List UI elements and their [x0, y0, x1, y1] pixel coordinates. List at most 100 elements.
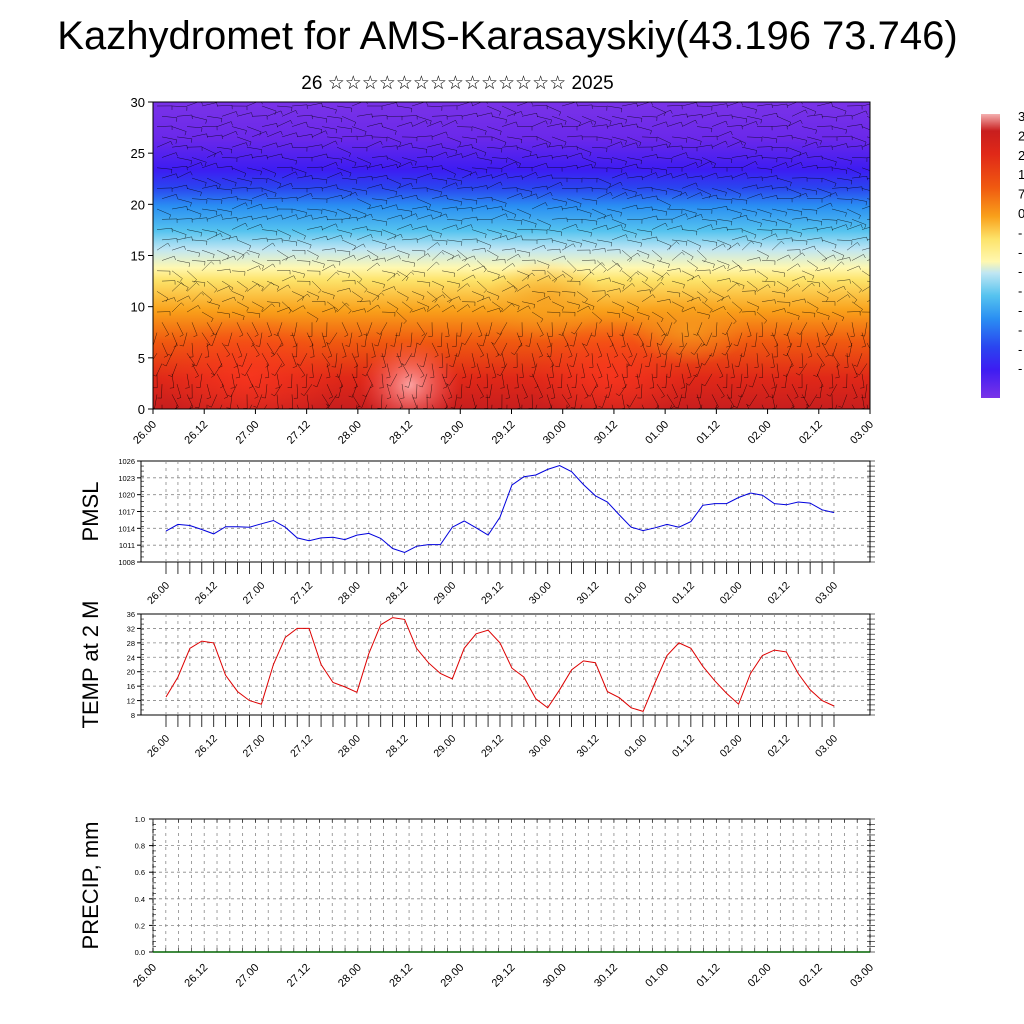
wind-barb: [726, 264, 741, 272]
wind-barb: [287, 373, 293, 389]
wind-barb: [156, 227, 173, 233]
wind-barb: [386, 272, 400, 282]
wind-barb: [801, 208, 818, 215]
wind-barb: [836, 294, 851, 302]
x-tick-label: 28.00: [336, 733, 363, 760]
wind-barb: [801, 270, 815, 280]
wind-barb: [641, 280, 653, 293]
wind-barb: [861, 226, 870, 230]
wind-barb: [291, 332, 297, 348]
wind-barb: [236, 177, 252, 186]
wind-barb: [731, 198, 748, 205]
x-tick-label: 03.00: [813, 733, 840, 760]
wind-barb: [626, 219, 643, 224]
wind-barb: [457, 384, 463, 399]
wind-barb: [846, 242, 860, 251]
wind-barb: [196, 373, 203, 388]
wind-barb: [771, 162, 788, 169]
wind-barb: [626, 301, 640, 312]
wind-barb: [734, 353, 743, 368]
wind-barb: [386, 363, 391, 379]
wind-barb: [546, 181, 563, 189]
wind-barb: [491, 342, 500, 358]
wind-barb: [216, 268, 231, 274]
wind-barb: [366, 229, 383, 236]
wind-barb: [800, 384, 808, 399]
wind-barb: [806, 136, 822, 145]
wind-barb: [264, 363, 270, 379]
wind-barb: [738, 384, 748, 398]
wind-barb: [776, 237, 793, 242]
wind-barb: [476, 174, 493, 179]
y-tick-label: 20: [131, 197, 145, 212]
wind-barb: [821, 219, 838, 225]
wind-barb: [761, 233, 778, 241]
wind-barb: [171, 302, 185, 313]
wind-barb: [801, 245, 816, 251]
wind-barb: [681, 270, 695, 281]
wind-barb: [741, 121, 758, 127]
wind-barb: [671, 239, 688, 246]
wind-barb: [326, 194, 343, 200]
wind-barb: [561, 102, 578, 107]
wind-barb: [711, 140, 728, 148]
wind-barb: [761, 112, 778, 118]
wind-barbs: [153, 102, 870, 409]
wind-barb: [591, 146, 608, 153]
wind-barb: [411, 165, 428, 170]
wind-barb: [649, 373, 655, 389]
wind-barb: [191, 322, 198, 338]
x-tick-label: 26.12: [193, 733, 220, 760]
wind-barb: [207, 394, 218, 408]
wind-barb: [637, 384, 643, 399]
wind-barb: [486, 105, 502, 116]
x-tick-label: 29.12: [490, 962, 518, 990]
wind-barb: [516, 167, 533, 172]
wind-barb: [746, 155, 763, 160]
wind-barb: [596, 277, 611, 282]
wind-barb: [566, 198, 582, 208]
wind-barb: [321, 161, 338, 169]
wind-barb: [636, 249, 650, 259]
wind-barb: [246, 223, 263, 230]
wind-barb: [746, 116, 763, 124]
wind-barb: [206, 134, 223, 140]
x-tick-label: 02.12: [765, 580, 792, 607]
wind-barb: [656, 173, 673, 179]
wind-barb: [216, 188, 233, 194]
y-tick-label: 0.2: [135, 921, 145, 930]
y-tick-label: 20: [127, 668, 135, 677]
wind-barb: [176, 260, 191, 267]
wind-barb: [246, 249, 260, 258]
wind-barb: [251, 260, 265, 270]
wind-barb: [835, 363, 840, 379]
wind-barb: [371, 155, 388, 160]
wind-barb: [761, 280, 776, 286]
wind-barb: [861, 103, 870, 107]
wind-barb: [770, 322, 778, 337]
wind-barb: [191, 292, 205, 302]
wind-barb: [581, 198, 598, 205]
wind-barb: [381, 188, 397, 196]
wind-barb: [296, 114, 313, 120]
wind-barb: [496, 363, 508, 377]
wind-barb: [711, 188, 727, 197]
wind-barb: [596, 363, 603, 379]
wind-barb: [596, 116, 612, 125]
wind-barb: [273, 322, 283, 336]
wind-barb: [426, 208, 442, 217]
wind-barb: [806, 237, 823, 242]
wind-barb: [446, 239, 463, 246]
wind-barb: [396, 249, 410, 259]
wind-barb: [266, 197, 283, 203]
wind-barb: [501, 105, 517, 116]
wind-barb: [416, 332, 428, 346]
wind-barb: [581, 271, 595, 282]
wind-barb: [192, 353, 203, 367]
x-tick-label: 28.00: [336, 580, 363, 607]
wind-barb: [801, 311, 816, 318]
wind-barb: [651, 222, 668, 230]
x-tick-label: 02.00: [718, 580, 745, 607]
wind-barb: [296, 192, 313, 199]
wind-barb: [396, 353, 403, 368]
